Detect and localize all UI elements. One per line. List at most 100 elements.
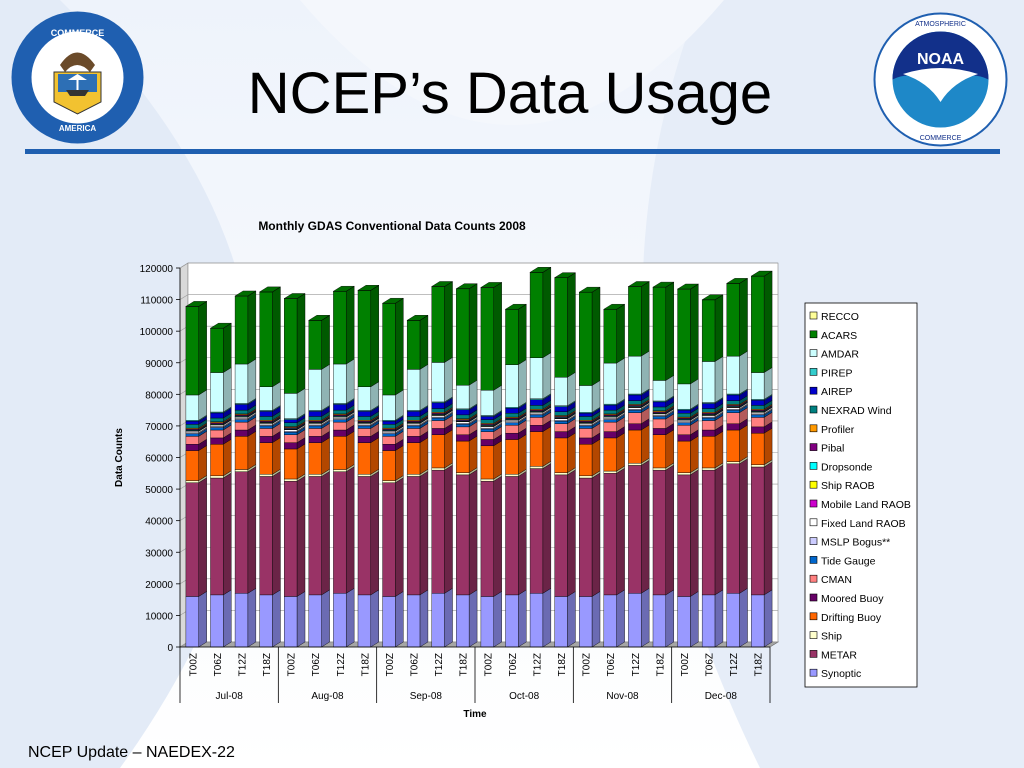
bar-segment <box>579 416 593 421</box>
bar-side <box>665 429 674 469</box>
bar-segment <box>726 412 740 424</box>
bar-side <box>345 587 355 648</box>
bar-side <box>247 430 257 470</box>
bar-segment <box>529 405 544 410</box>
bar-segment <box>677 422 691 426</box>
bar-segment <box>431 428 445 435</box>
bar-segment <box>431 402 445 409</box>
group-label: Oct-08 <box>509 691 539 702</box>
bar-segment <box>480 439 494 447</box>
bar-segment <box>210 475 224 479</box>
bar-segment <box>284 478 298 482</box>
bar-segment <box>406 416 421 421</box>
bar-side <box>493 384 502 416</box>
bar-segment <box>677 425 691 435</box>
bar-side <box>665 464 674 596</box>
bar-segment <box>259 474 273 477</box>
bar-side <box>247 466 257 594</box>
bar-segment <box>210 477 224 596</box>
bar-side <box>444 464 453 594</box>
legend-entry: Moored Buoy <box>821 593 884 605</box>
bar-side <box>468 435 478 474</box>
bar-segment <box>529 425 544 432</box>
bar-segment <box>333 593 347 648</box>
bar-segment <box>652 401 666 408</box>
bar-side <box>296 475 306 597</box>
bar-side <box>493 282 502 391</box>
bar-segment <box>259 291 273 387</box>
bar-side <box>345 358 355 404</box>
bar-segment <box>505 476 519 596</box>
legend-entry: Tide Gauge <box>821 555 876 567</box>
bar-segment <box>751 464 765 468</box>
bar-segment <box>210 437 224 445</box>
bar-segment <box>480 445 494 480</box>
bar-segment <box>333 404 347 411</box>
bar-segment <box>554 406 568 412</box>
bar-segment <box>456 384 470 410</box>
x-tick-label: T18Z <box>557 653 568 676</box>
bar-side <box>616 357 625 405</box>
bar-top <box>529 267 552 273</box>
bar-segment <box>652 467 666 471</box>
bar-segment <box>579 425 593 429</box>
bar-segment <box>628 409 642 413</box>
bar-segment <box>456 409 470 416</box>
bar-segment <box>431 434 445 469</box>
noaa-logo-icon: NOAA ATMOSPHERIC COMMERCE <box>873 12 1008 147</box>
legend-swatch <box>809 405 818 414</box>
bar-segment <box>579 475 593 479</box>
bar-segment <box>751 276 765 373</box>
bar-side <box>518 434 527 475</box>
gridline-side <box>179 294 189 300</box>
bar-segment <box>603 594 617 648</box>
bar-side <box>223 472 232 596</box>
group-label: Dec-08 <box>705 691 738 702</box>
bar-segment <box>333 421 347 431</box>
bar-segment <box>652 469 666 596</box>
bar-side <box>419 589 429 648</box>
bar-segment <box>210 328 224 373</box>
bar-side <box>640 460 650 594</box>
bar-segment <box>234 421 249 431</box>
bar-segment <box>603 419 617 423</box>
bar-segment <box>357 474 371 477</box>
bar-segment <box>701 429 716 437</box>
bar-segment <box>652 428 666 435</box>
bar-side <box>690 435 699 474</box>
legend-swatch <box>809 424 818 433</box>
bar-segment <box>603 431 617 439</box>
bar-side <box>247 587 257 648</box>
bar-segment <box>554 277 568 378</box>
bar-segment <box>456 474 470 596</box>
bar-top <box>603 304 626 310</box>
bar-side <box>468 469 478 596</box>
bar-segment <box>628 400 642 405</box>
bar-segment <box>701 436 716 469</box>
bar-side <box>542 352 552 400</box>
bar-side <box>714 430 724 469</box>
bar-segment <box>628 593 642 648</box>
bar-segment <box>652 416 666 420</box>
legend-swatch <box>809 593 818 602</box>
bar-side <box>567 469 576 597</box>
bar-segment <box>628 412 642 424</box>
x-axis-label: Time <box>463 709 487 720</box>
bar-segment <box>210 594 224 648</box>
bar-segment <box>505 594 519 648</box>
bar-side <box>763 461 773 596</box>
bar-segment <box>357 290 371 387</box>
bar-segment <box>628 355 642 395</box>
bar-segment <box>480 416 494 420</box>
bar-side <box>616 304 625 364</box>
bar-side <box>690 283 699 385</box>
bar-segment <box>677 409 691 414</box>
bar-segment <box>603 309 617 364</box>
bar-side <box>272 286 281 388</box>
bar-segment <box>677 413 691 418</box>
bar-segment <box>333 469 347 472</box>
bar-segment <box>259 425 273 429</box>
x-tick-label: T18Z <box>360 653 371 676</box>
legend-entry: AMDAR <box>821 349 859 361</box>
bar-segment <box>554 472 568 476</box>
